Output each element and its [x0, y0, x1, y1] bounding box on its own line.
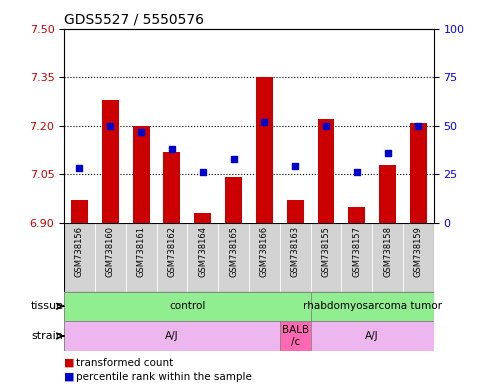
- Text: GSM738159: GSM738159: [414, 226, 423, 277]
- Point: [168, 146, 176, 152]
- Bar: [349, 207, 365, 223]
- Text: GSM738155: GSM738155: [321, 226, 330, 277]
- Bar: [249, 223, 280, 292]
- Bar: [317, 119, 334, 223]
- Text: GSM738165: GSM738165: [229, 226, 238, 277]
- Bar: [311, 321, 434, 351]
- Bar: [187, 223, 218, 292]
- Text: rhabdomyosarcoma tumor: rhabdomyosarcoma tumor: [303, 301, 442, 311]
- Text: GSM738163: GSM738163: [291, 226, 300, 277]
- Bar: [403, 223, 434, 292]
- Point: [106, 122, 114, 129]
- Bar: [64, 292, 311, 321]
- Point: [353, 169, 361, 175]
- Text: GSM738157: GSM738157: [352, 226, 361, 277]
- Text: BALB
/c: BALB /c: [282, 325, 309, 347]
- Text: ■: ■: [64, 372, 74, 382]
- Text: GSM738166: GSM738166: [260, 226, 269, 277]
- Bar: [256, 77, 273, 223]
- Bar: [311, 223, 341, 292]
- Bar: [71, 200, 88, 223]
- Bar: [379, 164, 396, 223]
- Text: A/J: A/J: [365, 331, 379, 341]
- Text: strain: strain: [32, 331, 64, 341]
- Bar: [311, 292, 434, 321]
- Bar: [95, 223, 126, 292]
- Point: [384, 150, 391, 156]
- Bar: [225, 177, 242, 223]
- Bar: [133, 126, 149, 223]
- Text: GSM738162: GSM738162: [168, 226, 176, 277]
- Point: [260, 119, 268, 125]
- Bar: [164, 152, 180, 223]
- Bar: [157, 223, 187, 292]
- Text: GSM738158: GSM738158: [383, 226, 392, 277]
- Bar: [64, 321, 280, 351]
- Text: GDS5527 / 5550576: GDS5527 / 5550576: [64, 12, 204, 26]
- Text: GSM738160: GSM738160: [106, 226, 115, 277]
- Text: tissue: tissue: [31, 301, 64, 311]
- Text: GSM738161: GSM738161: [137, 226, 145, 277]
- Bar: [410, 122, 427, 223]
- Text: control: control: [169, 301, 206, 311]
- Bar: [341, 223, 372, 292]
- Bar: [280, 321, 311, 351]
- Text: percentile rank within the sample: percentile rank within the sample: [76, 372, 252, 382]
- Point: [137, 129, 145, 135]
- Bar: [372, 223, 403, 292]
- Point: [322, 122, 330, 129]
- Bar: [64, 223, 95, 292]
- Bar: [194, 213, 211, 223]
- Bar: [126, 223, 157, 292]
- Bar: [280, 223, 311, 292]
- Point: [230, 156, 238, 162]
- Point: [75, 166, 83, 172]
- Point: [415, 122, 423, 129]
- Text: transformed count: transformed count: [76, 358, 174, 368]
- Bar: [218, 223, 249, 292]
- Text: A/J: A/J: [165, 331, 179, 341]
- Text: ■: ■: [64, 358, 74, 368]
- Point: [291, 164, 299, 170]
- Point: [199, 169, 207, 175]
- Text: GSM738156: GSM738156: [75, 226, 84, 277]
- Bar: [102, 100, 119, 223]
- Bar: [287, 200, 304, 223]
- Text: GSM738164: GSM738164: [198, 226, 207, 277]
